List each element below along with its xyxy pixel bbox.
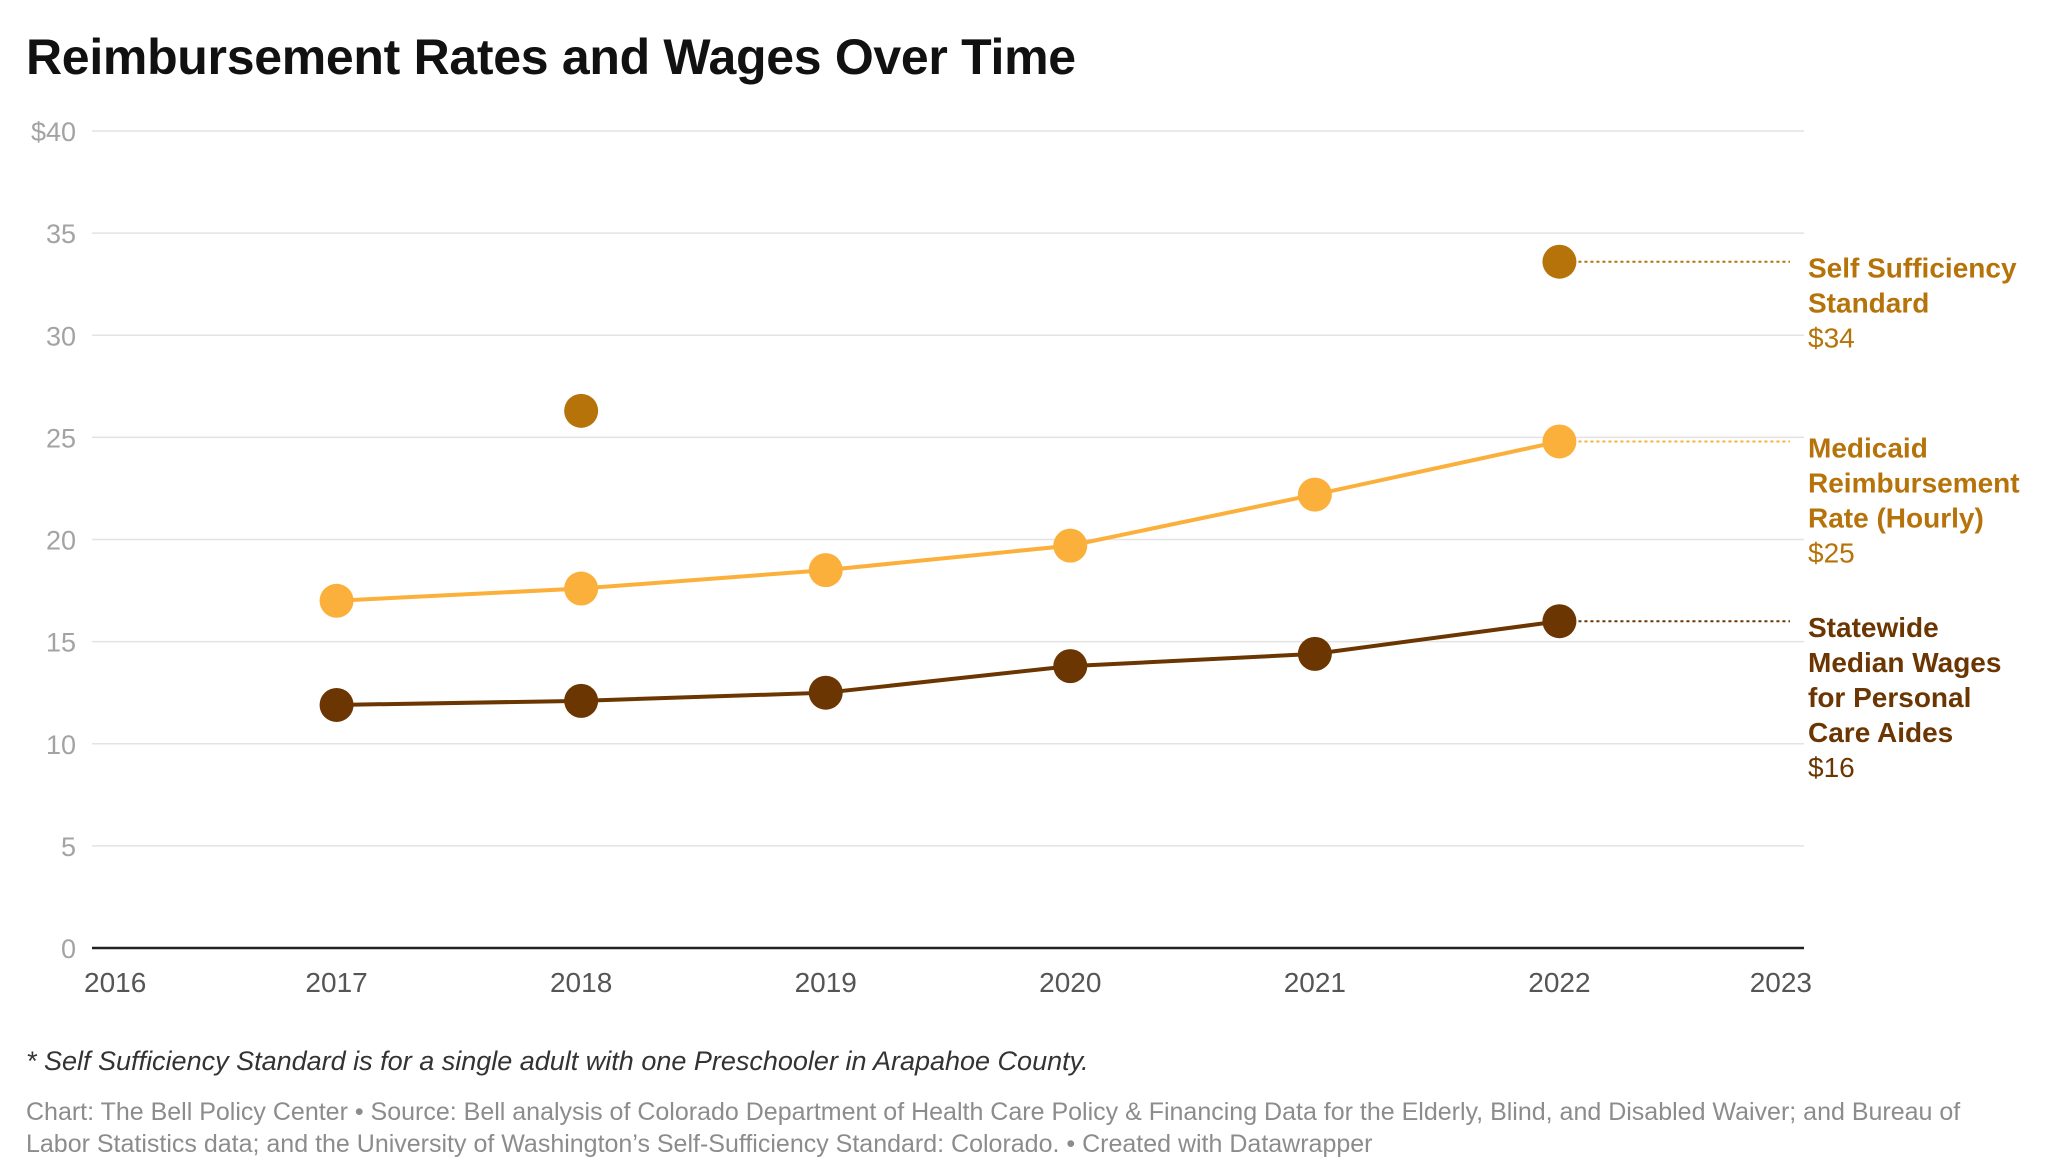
x-tick-label: 2016 <box>84 967 146 998</box>
chart-title: Reimbursement Rates and Wages Over Time <box>26 29 1076 85</box>
y-tick-label: 20 <box>46 526 76 556</box>
x-tick-label: 2023 <box>1750 967 1812 998</box>
y-tick-label: $40 <box>31 117 76 147</box>
data-point <box>1542 424 1577 459</box>
data-point <box>564 571 599 606</box>
series-label-value: $25 <box>1808 537 1855 568</box>
y-tick-label: 0 <box>61 934 76 964</box>
y-tick-label: 5 <box>61 832 76 862</box>
y-tick-label: 10 <box>46 730 76 760</box>
series-label-value: $34 <box>1808 323 1855 354</box>
data-point <box>564 393 599 428</box>
gridlines <box>92 130 1804 950</box>
data-point <box>1297 636 1332 671</box>
series-labels: Self Sufficiency Standard $34 Medicaid Reimb… <box>1808 253 2020 783</box>
series-label-name: Self Sufficiency <box>1808 253 2017 284</box>
x-tick-label: 2017 <box>305 967 367 998</box>
series-label-name: Rate (Hourly) <box>1808 502 1984 533</box>
label-connectors <box>1578 260 1790 623</box>
data-point <box>808 675 843 710</box>
data-point <box>1297 477 1332 512</box>
y-tick-label: 25 <box>46 423 76 453</box>
data-point <box>319 687 354 722</box>
series-label-name: Standard <box>1808 288 1929 319</box>
x-axis-ticks: 2016 2017 2018 2019 2020 2021 2022 2023 <box>84 967 1812 998</box>
source-credit: Chart: The Bell Policy Center • Source: … <box>26 1098 1961 1158</box>
data-point <box>1542 604 1577 639</box>
x-tick-label: 2021 <box>1284 967 1346 998</box>
series-line <box>336 619 1560 707</box>
data-point <box>564 683 599 718</box>
x-tick-label: 2018 <box>550 967 612 998</box>
series-label-name: Medicaid <box>1808 432 1928 463</box>
data-point <box>1542 244 1577 279</box>
series-points <box>319 244 1577 722</box>
x-tick-label: 2020 <box>1039 967 1101 998</box>
data-point <box>319 583 354 618</box>
series-label-name: Care Aides <box>1808 717 1953 748</box>
series-label-name: Reimbursement <box>1808 467 2020 498</box>
y-tick-label: 35 <box>46 219 76 249</box>
y-tick-label: 15 <box>46 628 76 658</box>
series-label-name: for Personal <box>1808 682 1971 713</box>
data-point <box>808 553 843 588</box>
footnote: * Self Sufficiency Standard is for a sin… <box>26 1046 1089 1076</box>
data-point <box>1053 649 1088 684</box>
series-label-name: Median Wages <box>1808 647 2001 678</box>
series-label-name: Statewide <box>1808 612 1939 643</box>
y-tick-label: 30 <box>46 321 76 351</box>
series-label-value: $16 <box>1808 752 1855 783</box>
series-line <box>336 439 1560 603</box>
series-lines <box>336 439 1560 707</box>
data-point <box>1053 528 1088 563</box>
x-tick-label: 2019 <box>795 967 857 998</box>
x-tick-label: 2022 <box>1528 967 1590 998</box>
y-axis-ticks: 0 5 10 15 20 25 30 35 $40 <box>31 117 76 964</box>
